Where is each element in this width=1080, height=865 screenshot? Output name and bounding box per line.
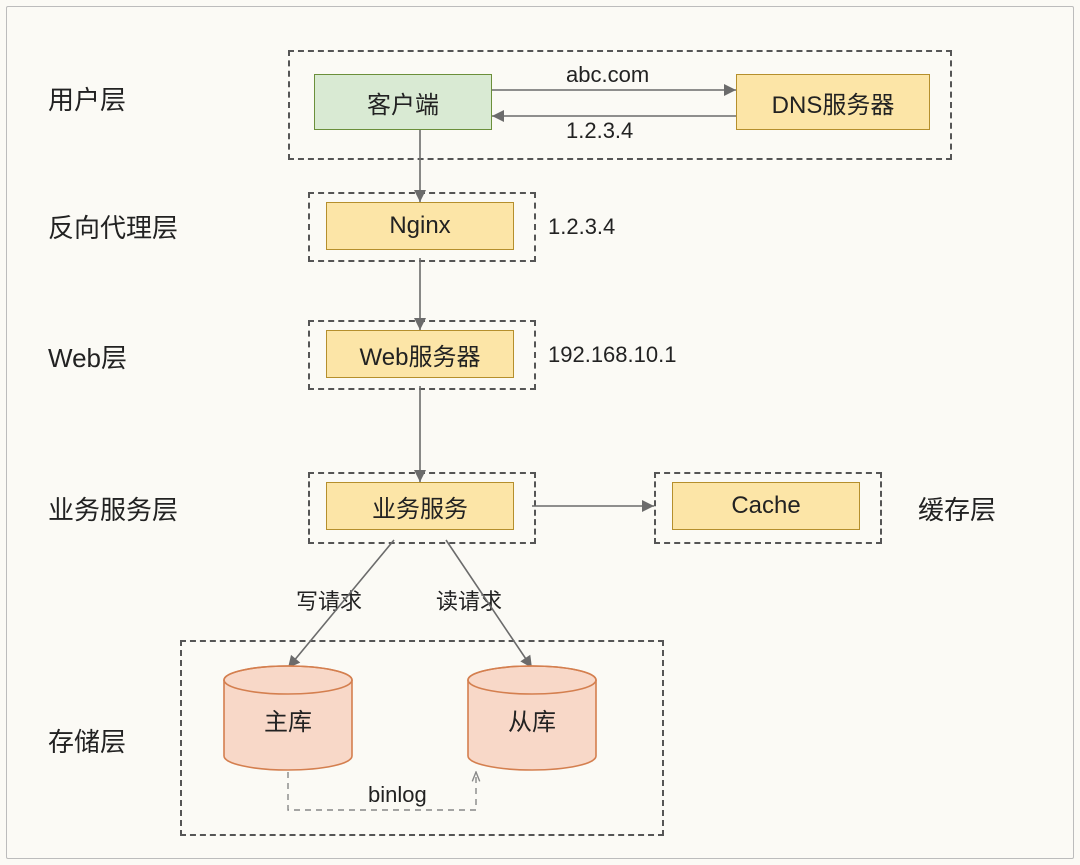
label-web-layer: Web层 <box>48 338 127 375</box>
label-user-layer: 用户层 <box>48 80 126 117</box>
node-dns: DNS服务器 <box>736 74 930 130</box>
diagram-canvas: { "diagram": { "type": "flowchart", "bac… <box>0 0 1080 865</box>
node-web: Web服务器 <box>326 330 514 378</box>
label-store-layer: 存储层 <box>48 722 126 759</box>
annot-abc-com: abc.com <box>566 62 649 88</box>
annot-ip-nginx: 1.2.3.4 <box>548 214 615 240</box>
node-biz: 业务服务 <box>326 482 514 530</box>
annot-write-req: 写请求 <box>296 584 362 616</box>
label-cache-layer: 缓存层 <box>918 490 996 527</box>
node-cache: Cache <box>672 482 860 530</box>
annot-binlog: binlog <box>368 782 427 808</box>
node-client-label: 客户端 <box>367 85 439 120</box>
node-web-label: Web服务器 <box>360 337 481 372</box>
annot-read-req: 读请求 <box>436 584 502 616</box>
label-biz-layer: 业务服务层 <box>48 490 178 527</box>
node-cache-label: Cache <box>731 492 800 520</box>
label-proxy-layer: 反向代理层 <box>48 208 178 245</box>
annot-ip-top: 1.2.3.4 <box>566 118 633 144</box>
node-nginx-label: Nginx <box>389 212 450 240</box>
node-client: 客户端 <box>314 74 492 130</box>
node-dns-label: DNS服务器 <box>772 85 895 120</box>
node-nginx: Nginx <box>326 202 514 250</box>
node-biz-label: 业务服务 <box>372 489 468 524</box>
annot-ip-web: 192.168.10.1 <box>548 342 676 368</box>
